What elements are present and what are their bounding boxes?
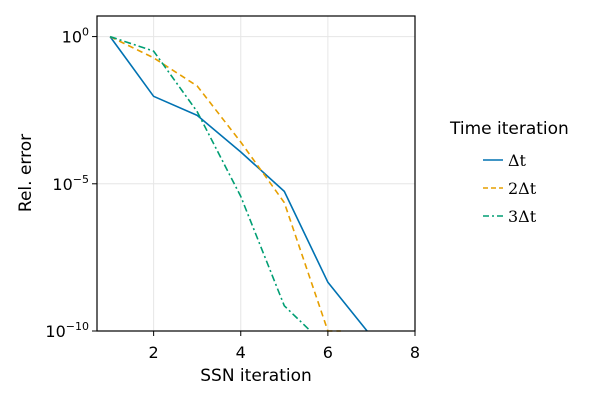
legend-label-3: 3Δt — [508, 207, 537, 226]
series-line-3 — [109, 35, 312, 332]
y-axis-ticks: 100 10−5 10−10 — [45, 26, 97, 341]
x-tick-label: 2 — [149, 343, 159, 362]
x-axis-ticks: 2 4 6 8 — [149, 331, 420, 362]
y-tick-label: 10−10 — [45, 320, 89, 341]
legend-label-2: 2Δt — [508, 179, 537, 198]
y-tick-label: 10−5 — [52, 173, 89, 194]
x-tick-label: 4 — [236, 343, 246, 362]
legend: Time iteration Δt 2Δt 3Δt — [449, 119, 569, 226]
legend-title: Time iteration — [449, 119, 569, 139]
y-tick-label: 100 — [62, 26, 89, 47]
x-tick-label: 6 — [323, 343, 333, 362]
series-line-1 — [109, 36, 368, 332]
grid — [97, 16, 416, 331]
legend-label-1: Δt — [508, 151, 527, 170]
x-axis-title: SSN iteration — [200, 366, 312, 386]
x-tick-label: 8 — [410, 343, 420, 362]
y-axis-title: Rel. error — [16, 134, 36, 212]
plot-frame — [96, 15, 416, 332]
